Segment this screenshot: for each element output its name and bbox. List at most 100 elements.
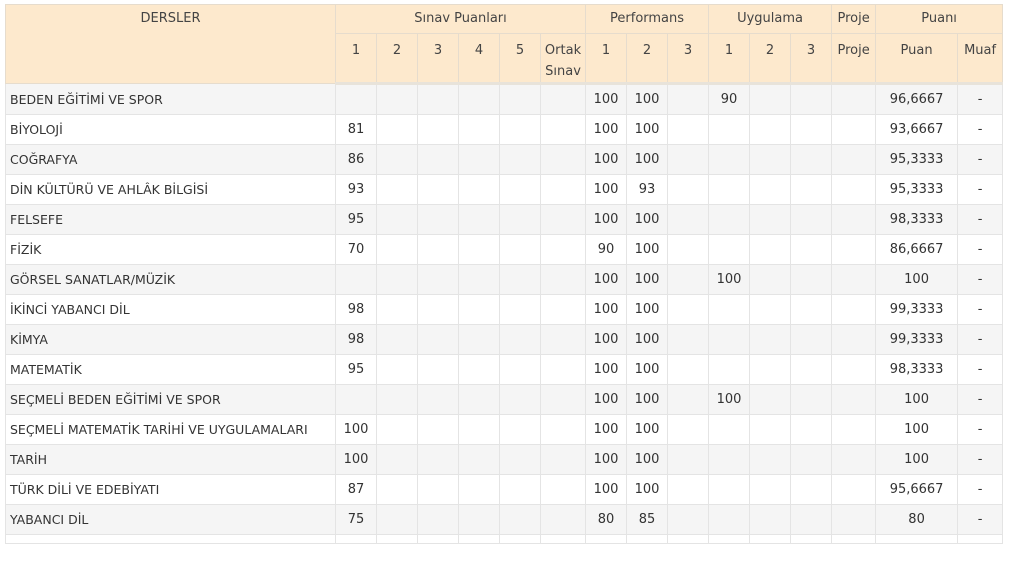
- subheader-1: 2: [376, 33, 418, 85]
- score-cell: 100: [585, 204, 628, 235]
- score-cell: -: [957, 234, 1004, 265]
- score-cell: -: [957, 354, 1004, 385]
- empty-cell: [875, 534, 959, 544]
- course-name: KİMYA: [5, 324, 336, 355]
- score-cell: [708, 234, 751, 265]
- score-cell: [417, 354, 459, 385]
- score-cell: [708, 474, 751, 505]
- score-cell: [831, 444, 877, 475]
- score-cell: 100: [708, 384, 751, 415]
- score-cell: [539, 114, 587, 145]
- score-cell: [539, 444, 587, 475]
- table-row: GÖRSEL SANATLAR/MÜZİK 100 100 100 100-: [5, 264, 1004, 295]
- score-cell: [667, 234, 710, 265]
- score-cell: [458, 204, 500, 235]
- score-cell: -: [957, 444, 1004, 475]
- course-name: TARİH: [5, 444, 336, 475]
- score-cell: 90: [585, 234, 628, 265]
- score-cell: [539, 294, 587, 325]
- score-cell: [790, 414, 833, 445]
- score-cell: [458, 114, 500, 145]
- score-cell: 80: [585, 504, 628, 535]
- score-cell: [749, 174, 792, 205]
- score-cell: [417, 204, 459, 235]
- score-cell: 100: [875, 384, 959, 415]
- score-cell: [667, 444, 710, 475]
- score-cell: [831, 114, 877, 145]
- score-cell: 86,6667: [875, 234, 959, 265]
- table-row: SEÇMELİ MATEMATİK TARİHİ VE UYGULAMALARI…: [5, 414, 1004, 445]
- score-cell: 70: [335, 234, 377, 265]
- score-cell: [667, 83, 710, 115]
- score-cell: [708, 114, 751, 145]
- score-cell: 100: [626, 444, 669, 475]
- score-cell: [831, 83, 877, 115]
- score-cell: -: [957, 83, 1004, 115]
- score-cell: 95,3333: [875, 144, 959, 175]
- empty-cell: [417, 534, 459, 544]
- score-cell: [790, 354, 833, 385]
- score-cell: 100: [585, 384, 628, 415]
- score-cell: [539, 414, 587, 445]
- subheader-6: 1: [585, 33, 628, 85]
- score-cell: [458, 354, 500, 385]
- score-cell: [667, 174, 710, 205]
- score-cell: [376, 414, 418, 445]
- subheader-12: Proje: [831, 33, 877, 85]
- course-name: DİN KÜLTÜRÜ VE AHLÂK BİLGİSİ: [5, 174, 336, 205]
- score-cell: -: [957, 264, 1004, 295]
- score-cell: [417, 114, 459, 145]
- score-cell: [376, 174, 418, 205]
- score-cell: [749, 414, 792, 445]
- score-cell: [376, 144, 418, 175]
- course-name: SEÇMELİ MATEMATİK TARİHİ VE UYGULAMALARI: [5, 414, 336, 445]
- score-cell: [749, 264, 792, 295]
- score-cell: 85: [626, 504, 669, 535]
- empty-row: [5, 534, 1004, 544]
- subheader-13: Puan: [875, 33, 959, 85]
- score-cell: [831, 504, 877, 535]
- score-cell: [499, 324, 541, 355]
- score-cell: 100: [626, 324, 669, 355]
- score-cell: [539, 474, 587, 505]
- score-cell: 100: [335, 414, 377, 445]
- score-cell: [417, 474, 459, 505]
- empty-cell: [626, 534, 669, 544]
- table-row: BİYOLOJİ 81 100 100 93,6667-: [5, 114, 1004, 145]
- score-cell: -: [957, 204, 1004, 235]
- score-cell: 90: [708, 83, 751, 115]
- header-uygulama: Uygulama: [708, 4, 833, 34]
- table-row: BEDEN EĞİTİMİ VE SPOR 100 100 90 96,6667-: [5, 83, 1004, 115]
- score-cell: [831, 474, 877, 505]
- score-cell: [749, 114, 792, 145]
- score-cell: [831, 264, 877, 295]
- subheader-7: 2: [626, 33, 669, 85]
- score-cell: 100: [626, 234, 669, 265]
- score-cell: [417, 83, 459, 115]
- score-cell: [708, 504, 751, 535]
- score-cell: [790, 144, 833, 175]
- score-cell: [831, 354, 877, 385]
- score-cell: [499, 474, 541, 505]
- score-cell: 100: [585, 444, 628, 475]
- score-cell: [790, 294, 833, 325]
- score-cell: [376, 83, 418, 115]
- score-cell: [790, 204, 833, 235]
- score-cell: 100: [626, 114, 669, 145]
- score-cell: 100: [626, 354, 669, 385]
- score-cell: [499, 444, 541, 475]
- score-cell: 100: [585, 83, 628, 115]
- score-cell: 93: [335, 174, 377, 205]
- score-cell: 100: [585, 354, 628, 385]
- score-cell: [667, 474, 710, 505]
- score-cell: [376, 204, 418, 235]
- score-cell: [458, 83, 500, 115]
- empty-cell: [585, 534, 628, 544]
- empty-cell: [667, 534, 710, 544]
- score-cell: [749, 474, 792, 505]
- score-cell: 100: [626, 144, 669, 175]
- score-cell: [790, 234, 833, 265]
- score-cell: [790, 114, 833, 145]
- course-name: BİYOLOJİ: [5, 114, 336, 145]
- course-name: BEDEN EĞİTİMİ VE SPOR: [5, 83, 336, 115]
